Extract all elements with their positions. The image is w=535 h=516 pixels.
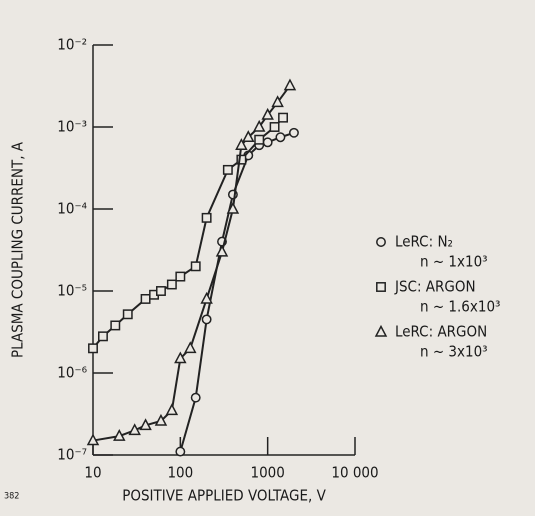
figure-number: 382 [4,492,19,502]
legend-density: n ~ 3x10³ [420,343,488,361]
data-point [222,164,233,175]
data-point [262,137,273,148]
legend-marker [376,237,386,247]
data-point [154,413,168,426]
data-point [252,119,266,132]
y-tick-label: 10⁻⁴ [57,200,87,218]
data-point [226,201,240,214]
y-tick-label: 10⁻⁷ [57,446,87,464]
data-point [184,341,197,354]
data-point [110,320,121,331]
data-point [86,433,100,446]
data-point [235,138,248,150]
y-tick-label: 10⁻⁵ [57,282,87,300]
x-axis-label: POSITIVE APPLIED VOLTAGE, V [122,487,326,505]
x-tick-label: 100 [167,464,193,482]
y-tick-label: 10⁻⁶ [57,364,87,382]
data-point [215,244,229,257]
y-axis-label: PLASMA COUPLING CURRENT, A [9,141,27,358]
y-tick-label: 10⁻³ [57,118,87,136]
data-point [128,423,141,436]
data-point [236,154,247,165]
data-point [200,291,213,304]
legend-density: n ~ 1x10³ [420,253,488,271]
legend-density: n ~ 1.6x10³ [420,298,500,316]
data-point [113,428,126,441]
data-point [275,132,286,143]
data-point [88,343,98,354]
data-point [190,392,201,403]
legend-label: LeRC: ARGON [395,323,487,341]
data-point [261,107,274,120]
data-point [190,261,201,272]
legend-marker [374,324,388,337]
data-point [122,309,133,320]
data-point [156,286,166,296]
data-point [269,122,280,132]
y-tick-label: 10⁻² [57,36,87,54]
data-point [174,351,187,364]
x-tick-label: 10 000 [331,464,378,482]
legend-marker [376,282,386,292]
data-point [271,95,284,108]
series-line [179,131,295,452]
data-point [289,127,299,138]
data-point [283,78,297,91]
data-point [201,212,212,223]
legend-label: LeRC: N₂ [395,233,453,251]
data-point [254,134,265,145]
data-point [166,279,177,290]
data-point [165,403,179,416]
x-tick-label: 1000 [250,464,284,482]
x-tick-label: 10 [84,464,101,482]
data-point [175,271,186,282]
data-point [278,112,288,123]
data-point [98,331,108,342]
data-point [139,418,152,431]
data-point [242,130,255,142]
legend-label: JSC: ARGON [394,278,476,296]
data-point [201,314,212,325]
data-point [175,446,186,457]
data-point [140,293,151,304]
